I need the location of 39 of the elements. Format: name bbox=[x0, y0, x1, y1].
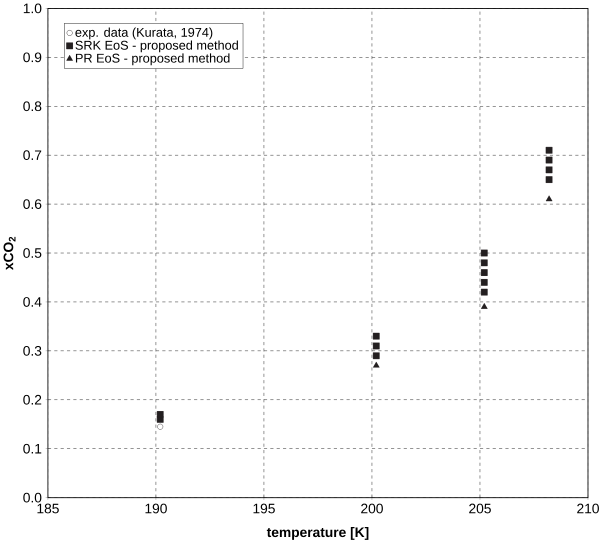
point bbox=[480, 288, 488, 296]
x-tick-label: 205 bbox=[469, 503, 491, 514]
x-tick-label: 210 bbox=[577, 503, 599, 514]
y-tick-label: 0.2 bbox=[23, 394, 42, 404]
y-tick-label: 0.7 bbox=[23, 150, 42, 160]
y-tick-label: 0.8 bbox=[23, 101, 42, 111]
point bbox=[157, 424, 164, 430]
x-tick-label: 200 bbox=[361, 503, 383, 514]
point bbox=[372, 342, 380, 350]
legend-label: SRK EoS - proposed method bbox=[75, 40, 238, 52]
y-tick-label: 1.0 bbox=[24, 3, 42, 14]
point bbox=[372, 352, 380, 359]
x-tick-label: 185 bbox=[37, 503, 59, 514]
point bbox=[480, 249, 488, 256]
y-tick-label: 0.6 bbox=[23, 199, 42, 209]
point bbox=[546, 195, 552, 202]
point bbox=[480, 278, 488, 286]
point bbox=[480, 259, 488, 266]
y-tick-label: 0.1 bbox=[23, 444, 42, 454]
y-tick-label: 0.9 bbox=[23, 52, 42, 62]
point bbox=[546, 156, 552, 164]
point bbox=[372, 362, 380, 368]
point bbox=[156, 410, 164, 418]
point bbox=[546, 176, 552, 183]
point bbox=[372, 332, 380, 340]
point bbox=[480, 302, 488, 309]
legend-label: exp. data (Kurata, 1974) bbox=[75, 27, 212, 40]
point bbox=[546, 166, 552, 174]
point bbox=[480, 269, 488, 276]
legend-label: PR EoS - proposed method bbox=[76, 53, 230, 66]
x-axis-title: temperature [K] bbox=[266, 526, 368, 540]
y-axis-title: xCO$_{2}$ bbox=[4, 236, 16, 270]
y-tick-label: 0.4 bbox=[23, 296, 42, 307]
point bbox=[546, 146, 552, 154]
y-tick-label: 0.5 bbox=[23, 248, 42, 258]
y-tick-label: 0.3 bbox=[23, 346, 42, 356]
y-tick-label: 0.0 bbox=[23, 492, 42, 502]
x-tick-label: 190 bbox=[145, 503, 167, 514]
x-tick-label: 195 bbox=[254, 503, 275, 514]
